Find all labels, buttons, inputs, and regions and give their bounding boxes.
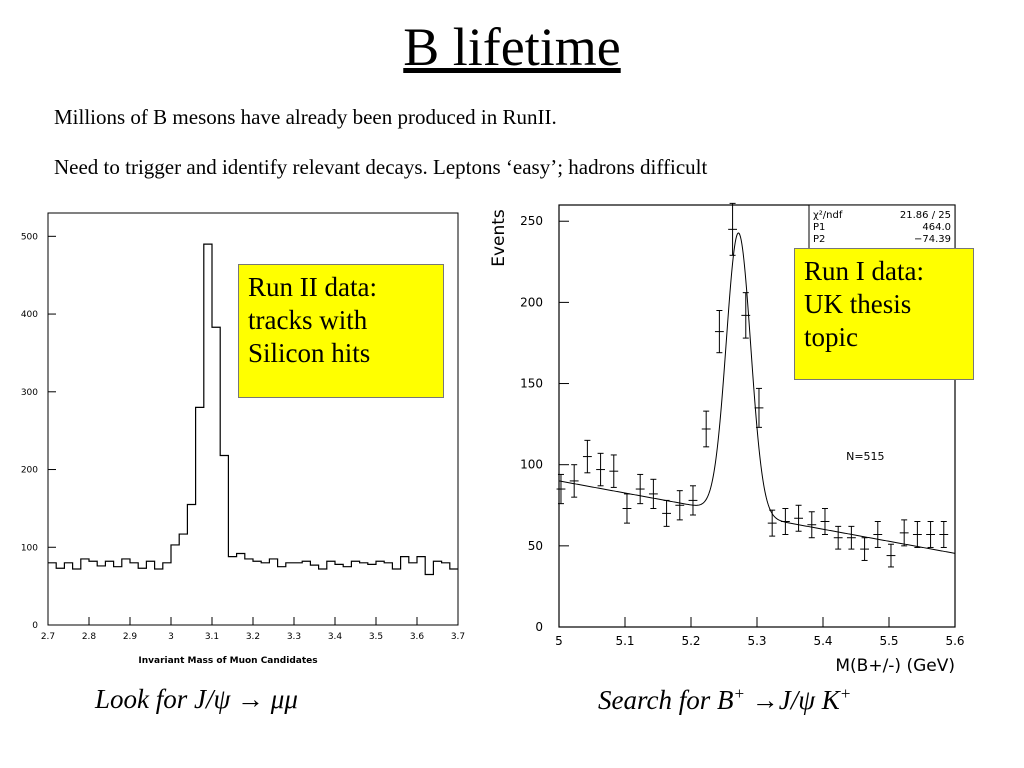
caption-b-text: Search for B <box>598 685 734 715</box>
y-tick-label: 300 <box>21 388 38 398</box>
jpsi-mass-histogram: 0 100 200 300 400 500 2.7 2.8 2.9 3 3.1 3.2 3.3 3.4 3.… <box>21 212 465 666</box>
data-point <box>860 537 870 561</box>
run2-note-line: Silicon hits <box>248 338 371 368</box>
caption-k-charge: + <box>839 684 852 703</box>
data-point <box>622 493 632 524</box>
y-tick-label: 200 <box>21 466 38 476</box>
x-tick-label: 2.8 <box>82 632 97 642</box>
data-point <box>939 521 949 548</box>
caption-b-search: Search for B+ →J/ψ K+ <box>598 684 851 716</box>
data-point <box>873 521 883 548</box>
stats-value: −74.39 <box>914 234 951 245</box>
x-tick-label: 5.2 <box>681 634 700 648</box>
y-tick-label: 0 <box>32 621 38 631</box>
x-tick-label: 3 <box>168 632 174 642</box>
x-tick-label: 3.5 <box>369 632 383 642</box>
y-tick-label: 400 <box>21 310 38 320</box>
event-count-annotation: N=515 <box>846 450 884 463</box>
x-tick-label: 5.5 <box>879 634 898 648</box>
data-point <box>701 410 711 448</box>
y-tick-label: 250 <box>520 214 543 228</box>
y-tick-label: 150 <box>520 377 543 391</box>
data-point <box>833 525 843 550</box>
x-axis-label: M(B+/-) (GeV) <box>835 656 955 676</box>
caption-b-decay: →J/ψ K <box>744 685 840 715</box>
x-tick-label: 5.6 <box>945 634 964 648</box>
stats-label: P2 <box>813 234 825 245</box>
run1-note-line: topic <box>804 322 858 352</box>
x-tick-label: 2.7 <box>41 632 55 642</box>
x-axis-label: Invariant Mass of Muon Candidates <box>138 656 317 666</box>
y-tick-label: 100 <box>21 543 38 553</box>
data-point <box>767 509 777 537</box>
run2-note-box: Run II data: tracks with Silicon hits <box>238 264 444 398</box>
data-point <box>675 490 685 521</box>
data-point <box>635 473 645 505</box>
x-tick-label: 5.1 <box>615 634 634 648</box>
data-point <box>714 310 724 354</box>
run1-note-line: Run I data: <box>804 256 924 286</box>
histogram-line <box>48 243 458 576</box>
y-tick-label: 50 <box>528 539 543 553</box>
x-tick-label: 2.9 <box>123 632 138 642</box>
data-point <box>820 508 830 535</box>
data-point <box>912 521 922 548</box>
data-point <box>794 504 804 532</box>
data-point <box>846 525 856 550</box>
data-point <box>556 473 566 505</box>
x-tick-label: 5 <box>555 634 563 648</box>
data-point <box>886 543 896 568</box>
run2-note-line: tracks with <box>248 305 368 335</box>
data-point <box>741 292 751 339</box>
y-tick-label: 100 <box>520 458 543 472</box>
data-point <box>648 478 658 510</box>
run2-note-line: Run II data: <box>248 272 377 302</box>
y-axis-label: Events <box>489 209 509 267</box>
stats-value: 464.0 <box>922 222 951 233</box>
x-tick-label: 3.6 <box>410 632 425 642</box>
data-point <box>569 464 579 498</box>
data-point <box>688 485 698 516</box>
x-tick-label: 3.7 <box>451 632 465 642</box>
slide-title: B lifetime <box>403 17 621 77</box>
x-tick-label: 5.3 <box>747 634 766 648</box>
caption-b-charge: + <box>733 684 745 703</box>
data-point <box>780 508 790 535</box>
intro-line-2: Need to trigger and identify relevant de… <box>54 155 708 179</box>
data-point <box>582 439 592 474</box>
y-tick-label: 500 <box>21 232 38 242</box>
x-tick-label: 3.2 <box>246 632 260 642</box>
data-point <box>662 499 672 527</box>
x-tick-label: 3.4 <box>328 632 343 642</box>
data-point <box>754 387 764 428</box>
stats-label: P1 <box>813 222 825 233</box>
x-tick-label: 3.3 <box>287 632 301 642</box>
y-tick-label: 200 <box>520 295 543 309</box>
stats-value: 21.86 / 25 <box>900 210 951 221</box>
x-tick-label: 5.4 <box>813 634 832 648</box>
x-tick-label: 3.1 <box>205 632 219 642</box>
stats-label: χ²/ndf <box>813 210 843 221</box>
data-point <box>596 452 606 487</box>
data-point <box>899 519 909 547</box>
data-point <box>807 511 817 539</box>
run1-note-line: UK thesis <box>804 289 912 319</box>
data-point <box>609 454 619 488</box>
run1-note-box: Run I data: UK thesis topic <box>794 248 974 380</box>
data-point <box>926 521 936 548</box>
intro-line-1: Millions of B mesons have already been p… <box>54 105 557 129</box>
caption-jpsi: Look for J/ψ → μμ <box>95 684 298 714</box>
data-point <box>728 202 738 256</box>
y-tick-label: 0 <box>535 620 543 634</box>
